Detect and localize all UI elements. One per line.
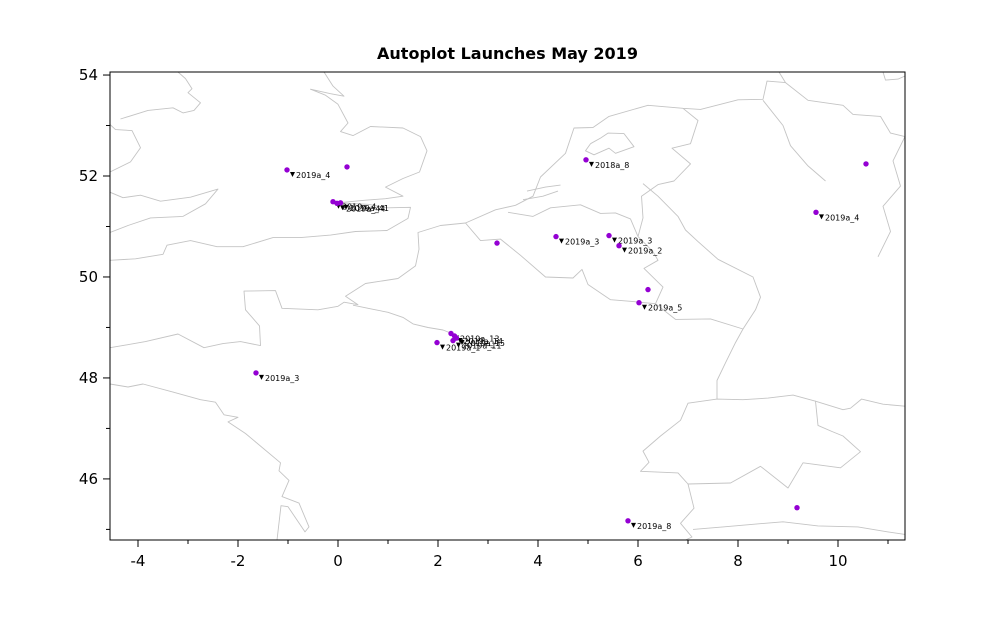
label-pointer-icon	[440, 344, 445, 350]
label-pointer-icon	[631, 522, 636, 528]
x-tick-label: 8	[733, 552, 743, 570]
map-outline	[352, 304, 456, 336]
map-outline	[637, 107, 699, 237]
label-pointer-icon	[819, 214, 824, 220]
data-point[interactable]	[616, 243, 622, 249]
data-point[interactable]	[645, 286, 651, 293]
chart-title: Autoplot Launches May 2019	[377, 44, 638, 63]
point-label: 2019a_4	[342, 203, 376, 212]
data-point[interactable]	[337, 200, 344, 206]
point-label: 2019a_15	[466, 339, 505, 348]
point-label: 2019a_13	[460, 335, 499, 344]
map-outline	[762, 100, 826, 182]
map-outline	[585, 132, 635, 156]
label-pointer-icon	[290, 171, 295, 177]
y-tick-label: 48	[79, 369, 98, 387]
data-point[interactable]	[253, 370, 259, 376]
label-pointer-icon	[612, 237, 617, 243]
map-outline	[640, 394, 861, 489]
map-outline	[642, 183, 761, 330]
map-outline	[110, 204, 516, 349]
map-outline	[680, 483, 695, 540]
label-pointer-icon	[340, 205, 345, 211]
label-pointer-icon	[559, 238, 564, 244]
data-point[interactable]	[450, 337, 456, 344]
label-pointer-icon	[259, 374, 264, 380]
data-point[interactable]	[553, 233, 559, 240]
data-point[interactable]	[794, 505, 800, 511]
data-point[interactable]	[434, 339, 440, 346]
point-label: 2019a_5	[648, 304, 682, 313]
map-outline	[110, 124, 141, 173]
point-label: 2019a_3	[565, 238, 599, 247]
point-label: 2019a_41	[350, 204, 389, 213]
point-label: 2019a_4	[825, 213, 859, 222]
map-outline	[815, 398, 905, 411]
x-tick-label: 4	[533, 552, 543, 570]
point-label: 2019a_4	[296, 171, 330, 180]
label-pointer-icon	[642, 304, 647, 310]
x-tick-label: 6	[633, 552, 643, 570]
y-tick-label: 50	[79, 268, 98, 286]
point-label: 2019a_1	[446, 344, 480, 353]
map-outline	[120, 72, 201, 120]
map-outline	[465, 222, 656, 305]
data-point[interactable]	[494, 240, 500, 246]
point-label: 2019a_3	[618, 237, 652, 246]
map-outline	[655, 303, 744, 400]
data-point[interactable]	[863, 161, 869, 167]
map-outline	[507, 204, 639, 237]
data-point[interactable]	[284, 167, 290, 173]
data-point[interactable]	[606, 232, 612, 239]
x-tick-label: 10	[828, 552, 847, 570]
point-label: 2019a_3	[265, 374, 299, 383]
point-label: 2019a_44	[346, 204, 385, 213]
x-tick-label: -4	[131, 552, 146, 570]
label-pointer-icon	[622, 247, 627, 253]
map-layer	[110, 72, 905, 540]
data-point[interactable]	[636, 300, 642, 306]
point-label: 2019a_8	[637, 522, 671, 531]
x-tick-label: -2	[231, 552, 246, 570]
x-tick-label: 2	[433, 552, 443, 570]
map-outline	[637, 236, 664, 304]
map-outline	[110, 72, 428, 261]
map-outline	[110, 188, 219, 233]
data-point[interactable]	[344, 164, 350, 170]
map-outline	[110, 383, 310, 540]
y-tick-label: 46	[79, 470, 98, 488]
map-outline	[515, 72, 786, 206]
map-outline	[785, 82, 905, 138]
label-pointer-icon	[459, 340, 465, 346]
map-outline	[882, 72, 905, 81]
y-tick-label: 52	[79, 167, 98, 185]
y-tick-label: 54	[79, 66, 98, 84]
map-outline	[877, 136, 905, 257]
label-pointer-icon	[456, 342, 461, 348]
data-point[interactable]	[625, 518, 631, 524]
data-point[interactable]	[813, 209, 819, 215]
data-point[interactable]	[583, 157, 589, 163]
map-outline	[526, 184, 561, 192]
point-label: 2019a_2	[628, 247, 662, 256]
label-pointer-icon	[343, 204, 349, 210]
map-outline	[522, 190, 559, 201]
point-label: 2019a_11	[462, 342, 501, 351]
x-tick-label: 0	[333, 552, 343, 570]
map-outline	[692, 521, 905, 535]
point-label: 2018a_8	[595, 161, 629, 170]
label-pointer-icon	[589, 161, 594, 167]
plot-border	[109, 71, 906, 541]
point-label: 2019a_14	[464, 337, 503, 346]
